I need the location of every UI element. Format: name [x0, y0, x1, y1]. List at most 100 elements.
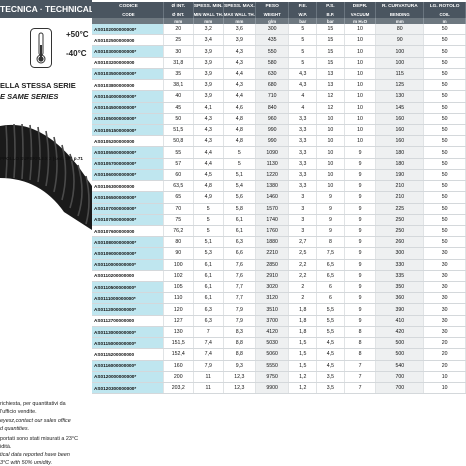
- table-cell: 5,4: [223, 180, 256, 193]
- technical-data-table: CODICE Ø INT. SPESS. MIN. SPESS. MAX. PESO P.…: [92, 2, 466, 395]
- table-cell: 90: [163, 247, 194, 260]
- table-row: AS0110000000000* 100 6,1 7,6 2850 2,2 6,5 9 330 3…: [92, 259, 466, 271]
- table-cell: 6,1: [223, 214, 256, 226]
- table-row: AS0107600000000 76,2 5 6,1 1760 3 9 9 250 50: [92, 225, 466, 238]
- table-cell: 1,8: [288, 303, 318, 316]
- table-cell: 100: [375, 45, 425, 58]
- table-cell: 350: [375, 281, 425, 294]
- table-cell: 7: [344, 360, 377, 372]
- product-code: AS0105700000000*: [92, 158, 164, 170]
- table-cell: 6,1: [193, 292, 224, 305]
- table-cell: 10: [423, 382, 466, 395]
- table-cell: 9: [344, 203, 377, 215]
- table-cell: 50: [423, 57, 466, 69]
- table-cell: 70: [163, 203, 194, 215]
- table-cell: 10: [344, 90, 377, 103]
- table-cell: 3,9: [193, 68, 224, 81]
- table-cell: 6,1: [193, 259, 224, 271]
- column-header: B.P.: [316, 11, 345, 18]
- table-cell: 2,5: [288, 247, 318, 260]
- column-header: g/m: [255, 18, 290, 24]
- table-cell: 300: [375, 247, 425, 260]
- product-code: AS0103800000000: [92, 79, 164, 92]
- table-cell: 9: [344, 303, 377, 316]
- table-row: AS0103800000000 38,1 3,9 4,3 680 4,3 13 10 125 50: [92, 79, 466, 92]
- table-cell: 203,2: [163, 382, 194, 395]
- table-cell: 30: [423, 326, 466, 339]
- table-cell: 63,5: [163, 180, 194, 193]
- footnote-line: idità.: [0, 444, 12, 450]
- table-cell: 6,3: [193, 303, 224, 316]
- table-cell: 5,3: [193, 247, 224, 260]
- table-cell: 1,5: [288, 337, 318, 350]
- table-cell: 51,5: [163, 124, 194, 137]
- temp-min: -40°C: [66, 49, 87, 58]
- table-cell: 8,8: [223, 348, 256, 361]
- footnote-line: tical data reported have been: [0, 452, 70, 458]
- table-cell: 435: [255, 34, 290, 47]
- table-cell: 6,3: [223, 236, 256, 249]
- table-cell: 8,8: [223, 337, 256, 350]
- table-cell: 1460: [255, 191, 290, 204]
- table-cell: 4,4: [193, 158, 224, 170]
- product-code: AS0103200000000: [92, 57, 164, 69]
- column-header: BENDING: [375, 11, 425, 18]
- table-cell: 5030: [255, 337, 290, 350]
- table-cell: 10: [316, 169, 345, 182]
- table-row: AS0104000000000* 40 3,9 4,4 710 4 12 10 130 50: [92, 90, 466, 103]
- column-header: COIL: [423, 11, 466, 18]
- table-cell: 260: [375, 236, 425, 249]
- table-cell: 8: [316, 236, 345, 249]
- column-header: R. CURVATURA: [375, 2, 425, 11]
- table-cell: 1,8: [288, 326, 318, 339]
- table-cell: 15: [316, 45, 345, 58]
- column-header: CODE: [92, 11, 164, 18]
- product-code: AS0112700000000: [92, 315, 164, 327]
- table-cell: 3,3: [288, 113, 318, 125]
- product-code: AS0106500000000*: [92, 191, 164, 204]
- table-cell: 50: [423, 225, 466, 238]
- table-cell: 50: [423, 102, 466, 114]
- column-header: MIN WALL TH.: [193, 11, 224, 18]
- product-code: AS0105000000000*: [92, 113, 164, 125]
- table-cell: 80: [375, 24, 425, 36]
- column-header: bar: [316, 18, 345, 24]
- table-cell: 20: [423, 337, 466, 350]
- table-cell: 160: [375, 135, 425, 148]
- table-cell: 3,5: [316, 371, 345, 384]
- series-label-en: E SAME SERIES: [0, 92, 59, 101]
- table-cell: 6,1: [193, 270, 224, 283]
- column-header: SPESS. MIN.: [193, 2, 224, 11]
- table-cell: 9: [316, 214, 345, 226]
- table-row: AS0109000000000* 90 5,3 6,6 2210 2,5 7,5 9 300 30: [92, 247, 466, 260]
- table-cell: 8: [344, 348, 377, 361]
- table-cell: 10: [316, 124, 345, 137]
- product-code: AS0105500000000*: [92, 146, 164, 159]
- table-row: AS0106500000000* 65 4,9 5,6 1460 3 9 9 210 50: [92, 191, 466, 204]
- table-cell: 9: [344, 247, 377, 260]
- header-row-it: CODICE Ø INT. SPESS. MIN. SPESS. MAX. PESO P.…: [92, 2, 466, 11]
- table-cell: 6,3: [193, 315, 224, 327]
- table-cell: 60: [163, 169, 194, 182]
- table-cell: 10: [316, 146, 345, 159]
- table-cell: 4,3: [288, 68, 318, 81]
- table-cell: 5: [193, 214, 224, 226]
- table-cell: 5: [288, 45, 318, 58]
- table-cell: 8: [344, 326, 377, 339]
- table-cell: 9: [344, 315, 377, 327]
- table-cell: 12: [316, 90, 345, 103]
- table-cell: 4,3: [288, 79, 318, 92]
- table-cell: 3120: [255, 292, 290, 305]
- table-cell: 20: [423, 348, 466, 361]
- table-cell: 12,3: [223, 371, 256, 384]
- table-cell: 4,5: [316, 337, 345, 350]
- table-cell: 50: [423, 169, 466, 182]
- table-cell: 4: [288, 102, 318, 114]
- table-cell: 10: [316, 158, 345, 170]
- table-cell: 840: [255, 102, 290, 114]
- table-cell: 4,4: [193, 146, 224, 159]
- table-cell: 7: [344, 371, 377, 384]
- table-cell: 50: [423, 113, 466, 125]
- column-header: MAX WALL TH.: [223, 11, 256, 18]
- table-cell: 15: [316, 24, 345, 36]
